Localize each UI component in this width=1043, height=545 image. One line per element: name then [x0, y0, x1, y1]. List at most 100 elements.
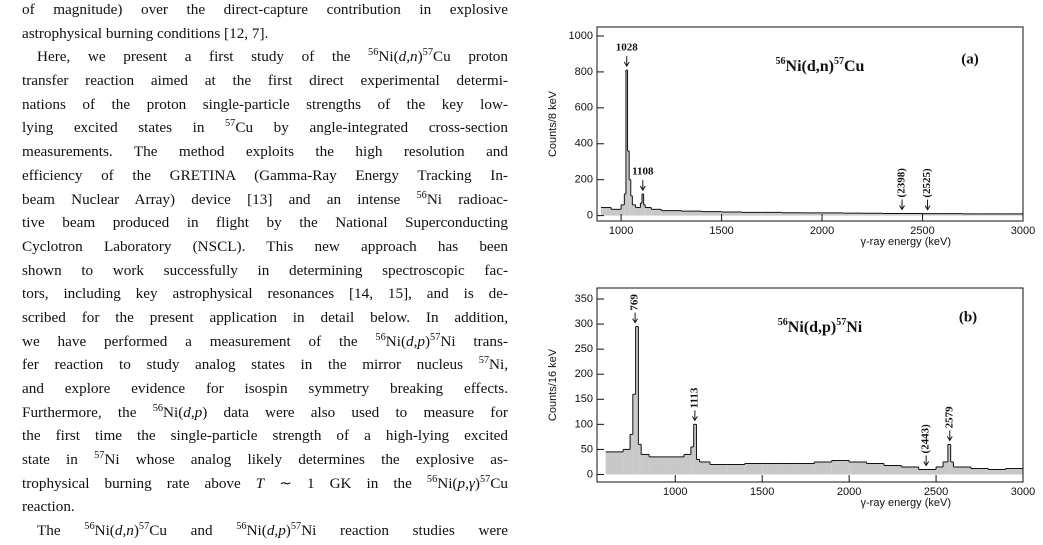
- plot-frame: [596, 26, 1024, 222]
- text-run: ): [424, 332, 431, 350]
- title-text: Cu: [844, 58, 865, 75]
- text-run: beam Nuclear Array) device [13] and an i…: [22, 190, 417, 208]
- y-tick-label: 1000: [569, 30, 593, 42]
- y-tick-label: 250: [575, 343, 593, 355]
- y-tick-label: 200: [575, 174, 593, 186]
- y-tick-label: 400: [575, 138, 593, 150]
- x-tick-label: 2000: [837, 486, 861, 498]
- histogram-bar: [779, 463, 797, 475]
- text-run: Here, we present a first study of the: [37, 48, 369, 66]
- annotation-arrowhead: [924, 205, 931, 211]
- histogram-bar: [683, 454, 691, 475]
- text-line: The 56Ni(d,n)57Cu and 56Ni(d,p)57Ni reac…: [22, 519, 508, 543]
- y-tick-label: 800: [575, 66, 593, 78]
- histogram-bar: [950, 461, 954, 475]
- y-axis-label: Counts/16 keV: [547, 348, 559, 421]
- paragraph: Here, we present a first study of the 56…: [22, 45, 508, 519]
- annotation-arrowhead: [632, 318, 639, 324]
- text-line: tors, including key astrophysical resona…: [22, 282, 508, 306]
- superscript: 56: [84, 521, 95, 533]
- chart-title: 56Ni(d,p)57Ni: [778, 317, 863, 336]
- x-tick-label: 2500: [924, 486, 948, 498]
- histogram-bar: [953, 466, 971, 475]
- histogram-bar: [762, 463, 780, 475]
- italic-text: d,n: [398, 48, 418, 66]
- text-run: Cu by angle-integrated cross-section: [235, 119, 508, 137]
- peak-label: 1113: [688, 387, 700, 408]
- text-line: lying excited states in 57Cu by angle-in…: [22, 116, 508, 140]
- title-text: Ni(d,n): [786, 58, 834, 75]
- text-line: Furthermore, the 56Ni(d,p) data were als…: [22, 401, 508, 425]
- histogram-bar: [699, 461, 711, 475]
- histogram-bar: [741, 212, 762, 216]
- histogram-bar: [638, 444, 642, 475]
- text-run: astrophysical burning conditions [12, 7]…: [22, 24, 269, 42]
- peak-label: (2443): [920, 424, 932, 454]
- superscript: 57: [430, 331, 441, 343]
- x-tick-label: 3000: [1011, 225, 1035, 237]
- y-tick-label: 100: [575, 418, 593, 430]
- text-line: we have performed a measurement of the 5…: [22, 330, 508, 354]
- text-run: scribed for the present application in d…: [22, 308, 508, 326]
- y-tick-label: 50: [581, 443, 593, 455]
- superscript: 56: [368, 47, 379, 59]
- histogram-bar: [796, 463, 815, 475]
- histogram-bar: [640, 203, 643, 216]
- y-tick-label: 600: [575, 102, 593, 114]
- text-run: the first time the single-particle stren…: [22, 427, 508, 445]
- histogram-bar: [623, 449, 631, 475]
- body-text: of magnitude) over the direct-capture co…: [22, 0, 508, 543]
- histogram-bar: [1002, 213, 1023, 216]
- histogram-bar: [866, 463, 884, 475]
- histogram-bar: [710, 464, 728, 475]
- histogram-bar: [882, 213, 903, 216]
- histogram-bar: [645, 207, 652, 216]
- title-superscript: 57: [834, 56, 844, 67]
- annotation-arrowhead: [691, 416, 698, 422]
- text-run: shown to work successfully in determinin…: [22, 261, 508, 279]
- peak-label: 1108: [632, 166, 654, 178]
- text-run: ): [133, 522, 139, 540]
- superscript: 56: [416, 189, 427, 201]
- text-run: Ni(: [378, 48, 399, 66]
- italic-text: d,p: [183, 403, 203, 421]
- text-line: state in 57Ni whose analog likely determ…: [22, 448, 508, 472]
- x-axis-label: γ-ray energy (keV): [861, 236, 951, 248]
- histogram-bar: [744, 463, 763, 475]
- histogram-bar: [970, 468, 989, 475]
- superscript: 57: [422, 47, 433, 59]
- text-line: efficiency of the GRETINA (Gamma-Ray Ene…: [22, 164, 508, 188]
- text-run: ∼ 1 GK in the: [264, 474, 427, 492]
- y-tick-label: 300: [575, 318, 593, 330]
- x-tick-label: 2500: [910, 225, 934, 237]
- histogram-bar: [918, 469, 937, 475]
- superscript: 56: [375, 331, 386, 343]
- text-run: of magnitude) over the direct-capture co…: [22, 1, 508, 18]
- text-run: we have performed a measurement of the: [22, 332, 376, 350]
- superscript: 56: [236, 521, 247, 533]
- histogram-bar: [902, 213, 923, 216]
- text-run: tors, including key astrophysical resona…: [22, 285, 508, 303]
- superscript: 57: [290, 521, 302, 533]
- peak-label: 769: [629, 294, 641, 311]
- text-line: measurements. The method exploits the hi…: [22, 140, 508, 164]
- text-run: Ni(: [385, 332, 406, 350]
- text-run: Ni(: [163, 403, 184, 421]
- histogram-bar: [632, 394, 636, 475]
- y-tick-label: 0: [587, 468, 593, 480]
- y-axis-label: Counts/8 keV: [547, 90, 559, 157]
- text-run: Ni radioac-: [426, 190, 508, 208]
- histogram-bar: [627, 150, 630, 216]
- paragraph: The 56Ni(d,n)57Cu and 56Ni(d,p)57Ni reac…: [22, 519, 508, 543]
- text-line: Here, we present a first study of the 56…: [22, 45, 508, 69]
- title-text: Ni: [846, 319, 863, 336]
- histogram-bar: [814, 461, 832, 475]
- histogram-bar: [649, 456, 667, 475]
- text-run: reaction.: [22, 498, 75, 516]
- text-run: Ni trans-: [440, 332, 508, 350]
- text-run: Ni whose analog likely determines the ex…: [104, 451, 508, 469]
- title-superscript: 56: [778, 317, 788, 328]
- peak-label: 2579: [943, 406, 955, 429]
- histogram-bar: [842, 213, 863, 216]
